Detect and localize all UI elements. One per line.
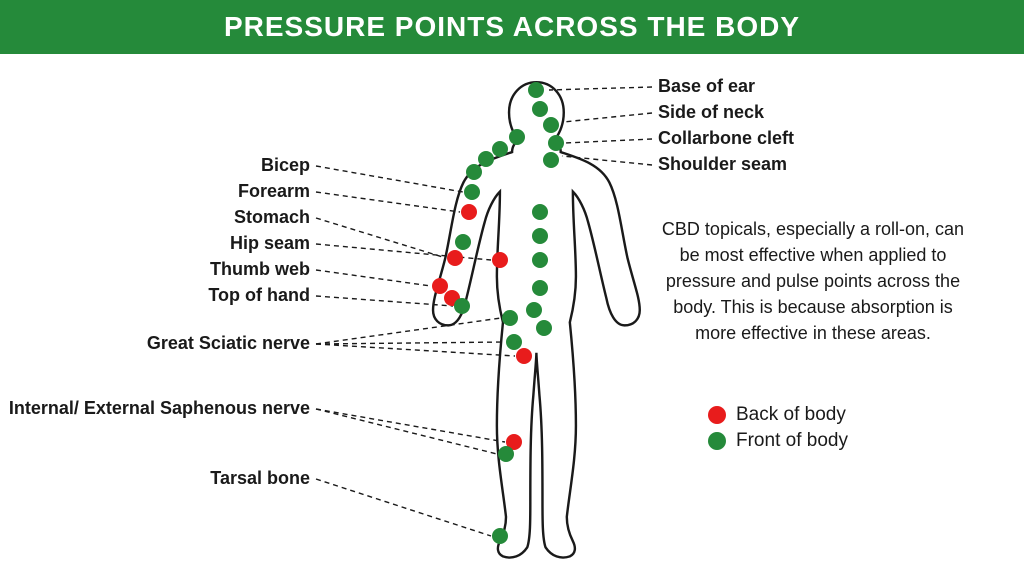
leader-line	[316, 318, 501, 344]
pressure-point-dot	[464, 184, 480, 200]
pressure-point-dot	[454, 298, 470, 314]
leader-line	[316, 270, 431, 286]
human-body-outline	[433, 82, 640, 557]
point-label: Forearm	[238, 181, 310, 202]
pressure-point-dot	[492, 528, 508, 544]
leader-line	[563, 113, 652, 122]
leader-line	[316, 479, 491, 536]
pressure-point-dot	[526, 302, 542, 318]
legend-row: Front of body	[708, 430, 848, 452]
pressure-point-dot	[532, 101, 548, 117]
pressure-point-dot	[492, 141, 508, 157]
legend-row: Back of body	[708, 404, 846, 426]
point-label: Stomach	[234, 207, 310, 228]
description-text: CBD topicals, especially a roll-on, can …	[658, 216, 968, 346]
pressure-point-dot	[461, 204, 477, 220]
leader-line	[316, 409, 497, 454]
point-label: Base of ear	[658, 76, 755, 97]
pressure-point-dot	[509, 129, 525, 145]
page-title: PRESSURE POINTS ACROSS THE BODY	[224, 11, 800, 43]
pressure-point-dot	[528, 82, 544, 98]
pressure-point-dot	[532, 204, 548, 220]
pressure-point-dot	[506, 334, 522, 350]
pressure-point-dot	[492, 252, 508, 268]
leader-line	[316, 166, 463, 192]
leader-line	[316, 218, 446, 258]
pressure-point-dot	[548, 135, 564, 151]
pressure-point-dot	[455, 234, 471, 250]
point-label: Top of hand	[208, 285, 310, 306]
legend-dot-icon	[708, 406, 726, 424]
leader-line	[565, 139, 652, 143]
point-label: Internal/ External Saphenous nerve	[9, 398, 310, 419]
pressure-point-dot	[532, 252, 548, 268]
point-label: Bicep	[261, 155, 310, 176]
point-label: Hip seam	[230, 233, 310, 254]
point-label: Tarsal bone	[210, 468, 310, 489]
pressure-point-dot	[466, 164, 482, 180]
leader-line	[316, 192, 460, 212]
header-bar: PRESSURE POINTS ACROSS THE BODY	[0, 0, 1024, 54]
leader-line	[562, 156, 652, 165]
point-label: Thumb web	[210, 259, 310, 280]
pressure-point-dot	[478, 151, 494, 167]
pressure-point-dot	[516, 348, 532, 364]
pressure-point-dot	[536, 320, 552, 336]
pressure-point-dot	[502, 310, 518, 326]
legend-label: Front of body	[736, 430, 848, 452]
pressure-point-dot	[447, 250, 463, 266]
legend-label: Back of body	[736, 404, 846, 426]
pressure-point-dot	[543, 117, 559, 133]
pressure-point-dot	[543, 152, 559, 168]
diagram-canvas: Bicep Forearm Stomach Hip seam Thumb web Top …	[0, 54, 1024, 576]
point-label: Side of neck	[658, 102, 764, 123]
point-label: Shoulder seam	[658, 154, 787, 175]
point-label: Collarbone cleft	[658, 128, 794, 149]
leader-line	[316, 342, 505, 344]
pressure-point-dot	[532, 280, 548, 296]
legend-dot-icon	[708, 432, 726, 450]
leader-line	[549, 87, 652, 90]
pressure-point-dot	[498, 446, 514, 462]
leader-line	[316, 409, 505, 442]
leader-line	[316, 344, 515, 356]
pressure-point-dot	[532, 228, 548, 244]
pressure-point-dot	[432, 278, 448, 294]
point-label: Great Sciatic nerve	[147, 333, 310, 354]
